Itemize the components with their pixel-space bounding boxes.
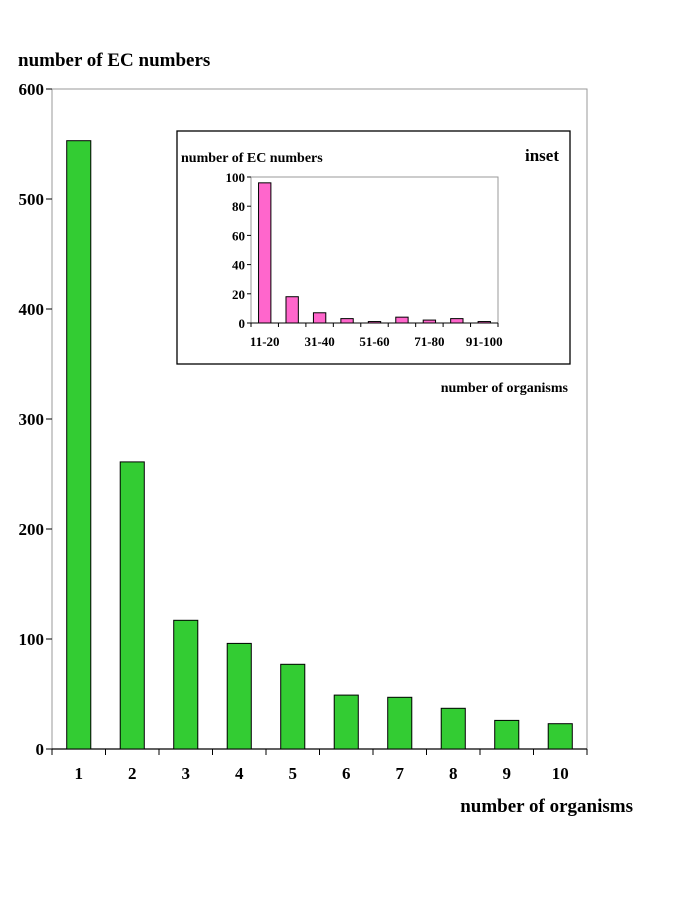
inset-bar bbox=[395, 316, 409, 324]
main-bar bbox=[494, 719, 520, 750]
main-x-tick-label: 9 bbox=[503, 764, 512, 783]
main-y-axis-title: number of EC numbers bbox=[18, 50, 210, 71]
inset-y-ticks: 0 20 40 60 80 100 bbox=[226, 170, 251, 331]
main-x-tick-label: 5 bbox=[289, 764, 298, 783]
main-bar bbox=[226, 642, 252, 750]
main-y-tick-label: 200 bbox=[19, 520, 45, 539]
inset-chart: inset number of EC numbers 020406080100 … bbox=[176, 130, 571, 365]
main-x-tick-label: 1 bbox=[75, 764, 84, 783]
inset-x-tick-label: 91-100 bbox=[466, 334, 503, 349]
inset-frame bbox=[176, 130, 571, 365]
main-y-tick-label: 600 bbox=[19, 80, 45, 99]
inset-y-axis-title: number of EC numbers bbox=[181, 151, 323, 166]
main-y-tick-label: 300 bbox=[19, 410, 45, 429]
inset-y-tick-label: 100 bbox=[226, 170, 246, 185]
inset-bar bbox=[258, 182, 272, 324]
main-x-tick-label: 3 bbox=[182, 764, 191, 783]
main-bar bbox=[173, 619, 199, 750]
main-x-tick-label: 6 bbox=[342, 764, 351, 783]
main-bar bbox=[66, 140, 92, 750]
main-bar bbox=[547, 723, 573, 750]
main-y-tick-label: 0 bbox=[36, 740, 45, 759]
inset-bar bbox=[422, 319, 437, 324]
main-x-tick-label: 2 bbox=[128, 764, 137, 783]
inset-bar bbox=[450, 318, 464, 324]
inset-bar bbox=[477, 321, 491, 324]
main-x-tick-label: 10 bbox=[552, 764, 569, 783]
main-y-ticks: 0 100 200 300 400 500 600 bbox=[19, 80, 52, 759]
inset-title: inset bbox=[525, 146, 559, 165]
main-y-tick-label: 400 bbox=[19, 300, 45, 319]
main-x-ticks: 1 2 3 4 5 6 7 8 9 10 bbox=[51, 749, 588, 783]
inset-bars bbox=[258, 182, 491, 324]
main-bar bbox=[280, 663, 306, 750]
main-bars bbox=[66, 140, 573, 750]
inset-x-ticks: 11-20 31-40 51-60 71-80 91-100 bbox=[250, 323, 503, 349]
main-x-tick-label: 8 bbox=[449, 764, 458, 783]
inset-y-tick-label: 60 bbox=[232, 228, 245, 243]
inset-x-tick-label: 31-40 bbox=[304, 334, 334, 349]
inset-bar bbox=[340, 318, 354, 324]
inset-y-tick-label: 0 bbox=[239, 316, 246, 331]
inset-y-tick-label: 40 bbox=[232, 258, 245, 273]
main-y-tick-label: 100 bbox=[19, 630, 45, 649]
inset-bar bbox=[285, 296, 299, 324]
inset-y-tick-label: 20 bbox=[232, 287, 245, 302]
main-x-tick-label: 4 bbox=[235, 764, 244, 783]
main-bar bbox=[440, 707, 466, 750]
main-x-tick-label: 7 bbox=[396, 764, 405, 783]
inset-y-tick-label: 80 bbox=[232, 199, 245, 214]
inset-bar bbox=[312, 312, 327, 324]
main-bar bbox=[387, 696, 413, 750]
main-x-axis-title: number of organisms bbox=[460, 796, 633, 817]
main-bar bbox=[333, 694, 359, 750]
main-y-tick-label: 500 bbox=[19, 190, 45, 209]
inset-bar bbox=[367, 321, 382, 324]
inset-x-tick-label: 71-80 bbox=[414, 334, 444, 349]
inset-x-axis-title: number of organisms bbox=[441, 381, 569, 396]
inset-x-tick-label: 51-60 bbox=[359, 334, 389, 349]
inset-x-tick-label: 11-20 bbox=[250, 334, 280, 349]
main-bar bbox=[119, 461, 145, 750]
